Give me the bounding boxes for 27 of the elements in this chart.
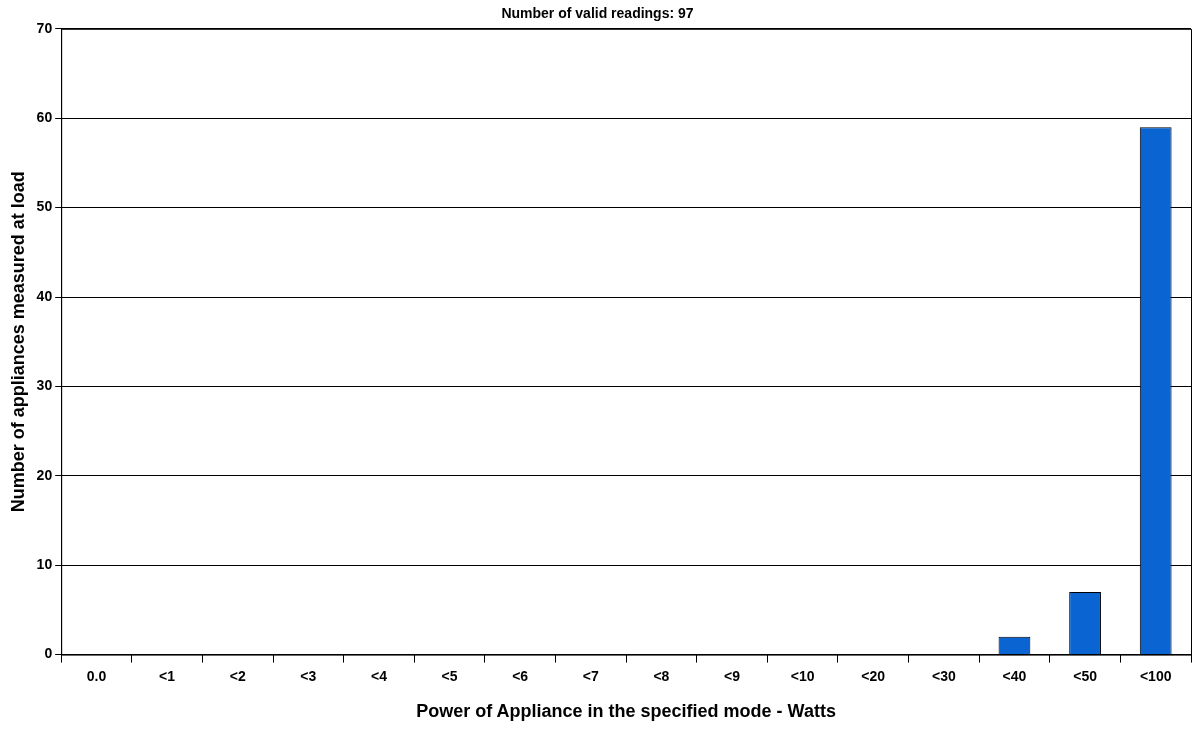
y-tick-label: 0 bbox=[44, 645, 53, 662]
x-tick-label: <100 bbox=[1139, 667, 1172, 684]
y-tick-label: 10 bbox=[36, 556, 53, 573]
x-tick-label: <6 bbox=[512, 667, 529, 684]
x-tick-label: <4 bbox=[370, 667, 388, 684]
x-tick-label: <50 bbox=[1073, 667, 1098, 684]
x-axis-title: Power of Appliance in the specified mode - Watts bbox=[416, 701, 836, 722]
x-tick-label: <5 bbox=[441, 667, 458, 684]
x-tick-label: <9 bbox=[724, 667, 741, 684]
y-axis-title: Number of appliances measured at load bbox=[7, 171, 28, 513]
x-tick-label: <1 bbox=[159, 667, 176, 684]
x-tick-label: <8 bbox=[653, 667, 670, 684]
x-tick-label: <10 bbox=[790, 667, 815, 684]
y-tick-label: 60 bbox=[36, 109, 53, 126]
x-tick-label: <2 bbox=[229, 667, 246, 684]
chart-title: Number of valid readings: 97 bbox=[501, 5, 694, 22]
y-tick-label: 70 bbox=[36, 19, 53, 36]
x-tick-label: <30 bbox=[931, 667, 956, 684]
x-tick-label: <3 bbox=[300, 667, 317, 684]
x-tick-label: <7 bbox=[582, 667, 599, 684]
x-tick-label: 0.0 bbox=[86, 667, 107, 684]
x-tick-label: <40 bbox=[1002, 667, 1027, 684]
y-tick-label: 30 bbox=[36, 377, 53, 394]
y-tick-label: 40 bbox=[36, 287, 53, 304]
x-tick-label: <20 bbox=[861, 667, 886, 684]
y-tick-label: 50 bbox=[36, 198, 53, 215]
y-tick-label: 20 bbox=[36, 466, 53, 483]
